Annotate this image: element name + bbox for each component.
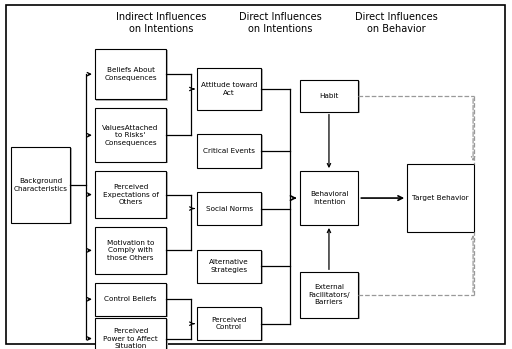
Bar (199, 69, 263, 111)
Bar (197, 134, 261, 168)
Bar (96, 319, 168, 349)
Bar (11, 147, 70, 223)
Bar (95, 49, 166, 99)
Bar (199, 135, 263, 169)
Text: Social Norms: Social Norms (205, 206, 253, 211)
Bar (197, 68, 261, 110)
Bar (300, 272, 358, 318)
Bar (96, 109, 168, 163)
Text: Beliefs About
Consequences: Beliefs About Consequences (104, 67, 157, 81)
Bar (301, 273, 360, 319)
Text: Alternative
Strategies: Alternative Strategies (209, 259, 249, 273)
Text: Background
Characteristics: Background Characteristics (14, 178, 68, 192)
Bar (96, 284, 168, 317)
Text: Control Beliefs: Control Beliefs (104, 296, 157, 302)
Text: Attitude toward
Act: Attitude toward Act (201, 82, 258, 96)
Bar (300, 171, 358, 225)
Text: Behavioral
Intention: Behavioral Intention (310, 191, 348, 205)
Text: Target Behavior: Target Behavior (412, 195, 468, 201)
Text: External
Facilitators/
Barriers: External Facilitators/ Barriers (308, 284, 350, 305)
Text: Critical Events: Critical Events (203, 148, 255, 154)
Bar (300, 80, 358, 112)
Bar (301, 81, 360, 113)
Text: Direct Influences
on Intentions: Direct Influences on Intentions (239, 12, 322, 34)
Bar (199, 251, 263, 284)
Text: Direct Influences
on Behavior: Direct Influences on Behavior (355, 12, 438, 34)
Text: Perceived
Expectations of
Others: Perceived Expectations of Others (102, 184, 159, 205)
Text: Perceived
Power to Affect
Situation: Perceived Power to Affect Situation (103, 328, 158, 349)
Bar (95, 227, 166, 274)
Bar (95, 283, 166, 316)
Bar (96, 228, 168, 275)
Bar (13, 148, 72, 224)
Text: Indirect Influences
on Intentions: Indirect Influences on Intentions (116, 12, 206, 34)
Bar (95, 171, 166, 218)
Text: ValuesAttached
to Risks'
Consequences: ValuesAttached to Risks' Consequences (102, 125, 159, 146)
Bar (197, 307, 261, 340)
Bar (199, 308, 263, 341)
Text: Motivation to
Comply with
those Others: Motivation to Comply with those Others (107, 240, 154, 261)
Bar (407, 164, 474, 232)
Bar (95, 318, 166, 349)
Bar (197, 250, 261, 283)
Text: Habit: Habit (319, 93, 338, 99)
Bar (96, 172, 168, 219)
Bar (197, 192, 261, 225)
Bar (199, 193, 263, 226)
Bar (96, 50, 168, 101)
Bar (95, 108, 166, 162)
Text: Perceived
Control: Perceived Control (211, 317, 247, 331)
